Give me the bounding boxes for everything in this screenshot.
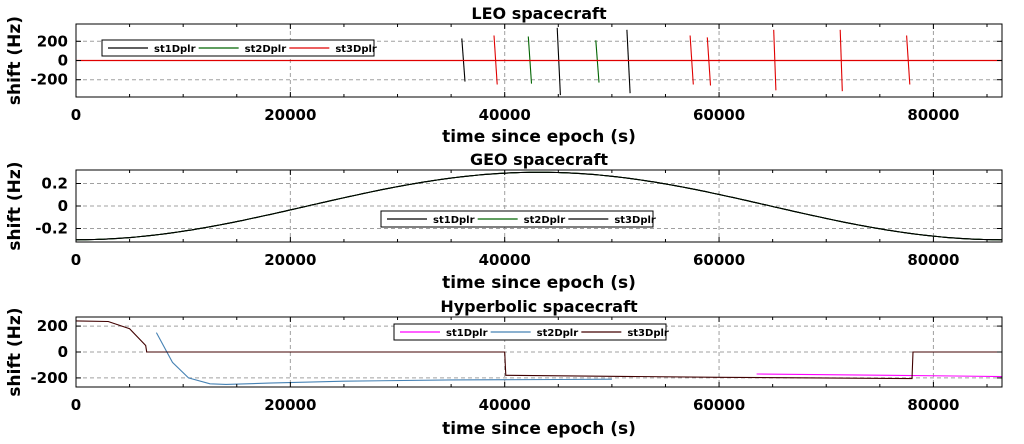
x-axis-title: time since epoch (s) — [442, 127, 636, 147]
series-st3Dplr — [76, 171, 1002, 241]
chart-panel-3: Hyperbolic spacecraft 0 20000 40000 60000 800… — [5, 297, 1003, 439]
x-tick-label: 40000 — [479, 106, 531, 124]
x-tick-label: 0 — [71, 106, 81, 124]
y-tick-label: 0.2 — [41, 175, 68, 193]
series-segment — [556, 27, 561, 96]
y-tick-label: 0 — [58, 343, 68, 361]
x-tick-label: 80000 — [907, 396, 959, 414]
x-tick-label: 60000 — [693, 106, 745, 124]
x-tick-label: 60000 — [693, 251, 745, 269]
x-axis-title: time since epoch (s) — [442, 419, 636, 439]
series-segment — [906, 35, 911, 85]
y-axis-title: shift (Hz) — [5, 161, 25, 250]
y-tick-label: 0 — [58, 52, 68, 70]
y-tick-label: 200 — [37, 32, 68, 50]
x-tick-label: 0 — [71, 396, 81, 414]
series-segment — [626, 29, 631, 94]
x-tick-label: 60000 — [693, 396, 745, 414]
plot-area — [76, 27, 1002, 96]
chart-legend: st1Dplr st2Dplr st3Dplr — [380, 210, 656, 228]
series-segment — [689, 35, 694, 85]
series-st2Dplr — [155, 332, 612, 385]
plot-area — [76, 320, 1002, 385]
chart-legend: st1Dplr st2Dplr st3Dplr — [393, 323, 669, 341]
x-tick-label: 80000 — [907, 251, 959, 269]
series-line — [155, 332, 612, 385]
legend-label: st2Dplr — [245, 44, 287, 55]
legend-label: st2Dplr — [524, 215, 566, 226]
series-st3Dplr — [76, 320, 1002, 380]
chart-title: LEO spacecraft — [471, 4, 607, 23]
series-segment — [595, 40, 600, 83]
legend-label: st2Dplr — [537, 328, 579, 339]
chart-panel-1: LEO spacecraft 0 20000 40000 60000 80000 -2000… — [5, 4, 1003, 147]
plot-area — [76, 171, 1002, 241]
series-st1Dplr — [756, 373, 1002, 378]
y-tick-label: 200 — [37, 317, 68, 335]
y-axis-title: shift (Hz) — [5, 307, 25, 396]
series-segment — [773, 29, 777, 91]
chart-title: GEO spacecraft — [470, 150, 608, 169]
y-tick-label: 0 — [58, 197, 68, 215]
chart-title: Hyperbolic spacecraft — [440, 297, 638, 316]
legend-label: st1Dplr — [446, 328, 488, 339]
y-tick-label: -0.2 — [35, 220, 68, 238]
legend-label: st3Dplr — [614, 215, 656, 226]
series-segment — [706, 37, 712, 86]
y-axis-title: shift (Hz) — [5, 16, 25, 105]
x-tick-label: 40000 — [479, 251, 531, 269]
x-tick-label: 20000 — [264, 396, 316, 414]
legend-label: st3Dplr — [335, 44, 377, 55]
series-line — [76, 320, 1002, 380]
x-tick-label: 20000 — [264, 251, 316, 269]
x-axis-title: time since epoch (s) — [442, 273, 636, 293]
legend-label: st1Dplr — [154, 44, 196, 55]
y-tick-label: -200 — [30, 71, 68, 89]
x-tick-label: 80000 — [907, 106, 959, 124]
series-segment — [839, 29, 843, 92]
y-tick-label: -200 — [30, 369, 68, 387]
x-tick-label: 0 — [71, 251, 81, 269]
chart-legend: st1Dplr st2Dplr st3Dplr — [101, 39, 377, 57]
legend-label: st3Dplr — [627, 328, 669, 339]
series-line — [76, 171, 1002, 241]
series-segment — [493, 35, 498, 85]
series-st3Dplr — [76, 29, 1002, 92]
x-tick-label: 40000 — [479, 396, 531, 414]
series-line — [756, 373, 1002, 378]
series-st1Dplr — [461, 27, 631, 96]
legend-label: st1Dplr — [433, 215, 475, 226]
x-tick-label: 20000 — [264, 106, 316, 124]
